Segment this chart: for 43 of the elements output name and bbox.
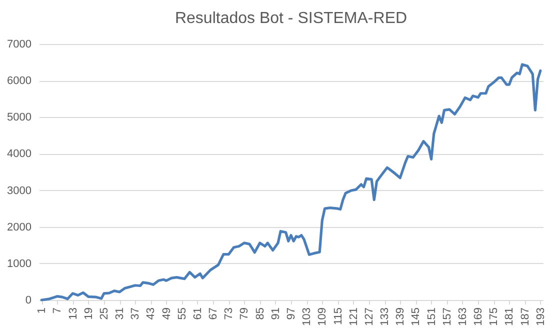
x-tick-label: 13 [67, 308, 80, 320]
x-tick-label: 175 [488, 308, 500, 326]
x-tick-label: 145 [410, 308, 422, 326]
x-tick-label: 31 [114, 308, 126, 320]
x-tick-label: 181 [504, 308, 516, 326]
chart-title: Resultados Bot - SISTEMA-RED [174, 10, 408, 27]
x-tick-label: 67 [208, 308, 220, 320]
x-tick-label: 109 [316, 308, 329, 326]
y-tick-label: 2000 [7, 221, 32, 234]
x-tick-label: 151 [426, 308, 438, 326]
y-tick-label: 4000 [7, 148, 32, 160]
x-tick-label: 163 [456, 308, 469, 326]
y-tick-label: 5000 [7, 112, 32, 124]
x-tick-label: 61 [192, 308, 204, 320]
x-tick-label: 157 [441, 308, 454, 326]
y-tick-label: 6000 [7, 75, 32, 88]
x-tick-label: 97 [286, 308, 298, 320]
y-tick-label: 0 [25, 294, 32, 306]
x-tick-label: 193 [534, 308, 547, 326]
x-tick-label: 19 [82, 308, 95, 320]
y-tick-label: 1000 [7, 258, 32, 270]
x-tick-label: 79 [238, 308, 251, 320]
x-tick-label: 139 [394, 308, 407, 326]
x-tick-label: 121 [348, 308, 360, 326]
y-tick-label: 7000 [7, 38, 32, 50]
line-series [40, 63, 542, 302]
x-tick-label: 91 [270, 308, 282, 320]
x-tick-label: 187 [519, 308, 532, 326]
x-tick-label: 133 [379, 308, 392, 326]
x-tick-label: 25 [98, 308, 110, 320]
x-tick-label: 55 [176, 308, 188, 320]
x-tick-label: 85 [254, 308, 266, 320]
x-tick-label: 127 [363, 308, 376, 326]
x-tick-label: 169 [472, 308, 485, 326]
x-tick-label: 37 [130, 308, 142, 320]
y-tick-label: 3000 [7, 184, 32, 197]
x-tick-label: 43 [145, 308, 158, 320]
x-tick-label: 115 [332, 308, 344, 326]
x-tick-label: 49 [160, 308, 173, 320]
x-tick-label: 1 [36, 308, 48, 314]
x-tick-label: 103 [301, 308, 314, 326]
x-tick-label: 7 [52, 308, 64, 314]
x-tick-label: 73 [223, 308, 236, 320]
